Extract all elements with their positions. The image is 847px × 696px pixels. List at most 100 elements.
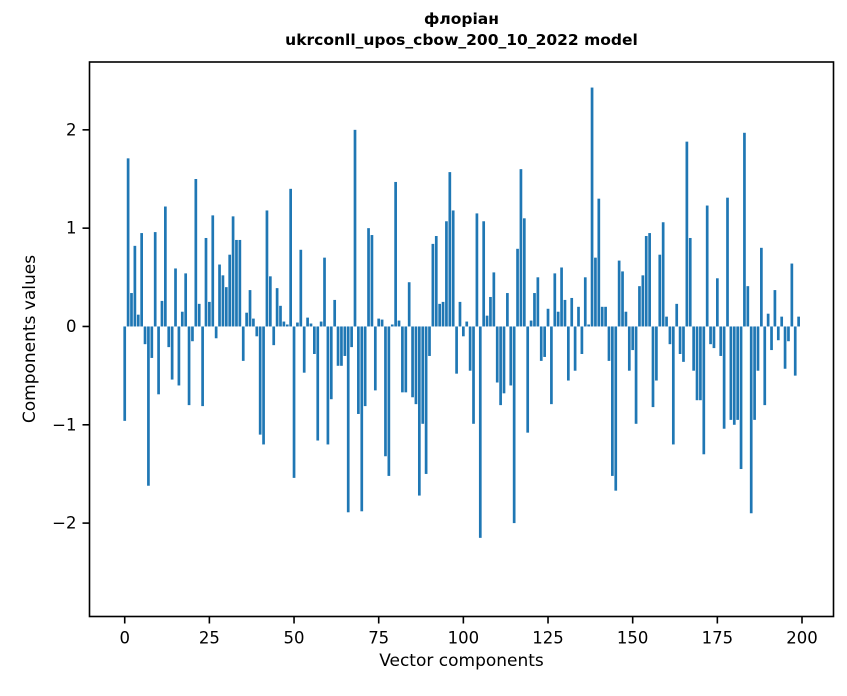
bar [346, 326, 350, 513]
bar [756, 326, 760, 371]
bar [760, 247, 763, 327]
bar [292, 326, 296, 478]
bar [661, 222, 665, 327]
bar [753, 326, 756, 420]
bar [634, 326, 638, 424]
bar [177, 326, 181, 386]
bar [319, 321, 323, 327]
bar [543, 326, 546, 357]
bar [265, 210, 269, 327]
x-tick-label: 200 [786, 629, 818, 648]
bar [485, 315, 489, 327]
bar [357, 326, 360, 414]
bar [214, 326, 218, 339]
bar [333, 299, 337, 327]
bar [506, 293, 509, 327]
bar [221, 275, 225, 327]
bar [597, 198, 601, 327]
bar [235, 239, 238, 327]
bar [577, 306, 580, 327]
bar [153, 232, 157, 327]
x-tick-label: 150 [617, 629, 649, 648]
bar [126, 158, 130, 327]
bar [448, 172, 452, 327]
bar [624, 311, 628, 327]
bar [580, 326, 584, 354]
bar [313, 326, 316, 354]
bar [350, 326, 353, 348]
bar [296, 322, 299, 327]
bar [539, 326, 543, 361]
bar [387, 326, 391, 476]
bar [665, 316, 668, 327]
bar [472, 326, 475, 424]
bar [478, 326, 482, 538]
bar [268, 276, 272, 327]
bar [570, 297, 574, 327]
bar [407, 282, 411, 327]
x-tick-label: 75 [368, 629, 389, 648]
bar [651, 326, 655, 408]
bar [397, 320, 401, 327]
bar [238, 239, 242, 327]
bar [157, 326, 160, 395]
bar [604, 306, 607, 327]
bar [550, 326, 553, 405]
bar [716, 278, 719, 327]
bar [590, 87, 594, 327]
bar [587, 324, 591, 327]
bar [218, 264, 221, 327]
bar [414, 326, 418, 405]
bar [323, 257, 326, 327]
bar [441, 301, 445, 327]
x-tick-label: 0 [119, 629, 130, 648]
bar [790, 263, 794, 327]
bar [638, 286, 641, 327]
bar [275, 288, 279, 327]
bar [451, 210, 455, 327]
bar [566, 326, 570, 381]
bar [150, 326, 154, 358]
bar [732, 326, 736, 425]
bar [644, 236, 648, 327]
bar [482, 221, 486, 327]
bar [316, 326, 320, 441]
bar [671, 326, 675, 445]
bar [492, 272, 496, 327]
bar [428, 326, 431, 356]
bar [658, 254, 662, 327]
bar [336, 326, 340, 366]
y-tick-label: 0 [66, 317, 77, 336]
bar [445, 221, 448, 327]
bar [522, 218, 526, 327]
bar [495, 326, 499, 383]
bar [797, 316, 800, 327]
bar [282, 321, 286, 327]
x-tick-label: 25 [199, 629, 220, 648]
bar [475, 213, 479, 327]
bar [302, 326, 306, 373]
bar [776, 326, 780, 341]
bar [394, 181, 397, 327]
bar [736, 326, 740, 420]
bar [489, 296, 492, 327]
bar [424, 326, 428, 474]
bar [509, 326, 513, 386]
bar [299, 249, 303, 327]
bar [258, 326, 262, 435]
bar [123, 326, 127, 421]
bar [262, 326, 265, 445]
bar [675, 303, 679, 327]
bar [329, 326, 333, 400]
bar [770, 326, 773, 351]
bar [546, 308, 550, 327]
bar [285, 324, 289, 327]
bar [326, 326, 330, 445]
bar [370, 235, 374, 327]
bar [462, 326, 465, 337]
bar [143, 326, 147, 345]
bar [180, 311, 184, 327]
bar [692, 326, 695, 371]
